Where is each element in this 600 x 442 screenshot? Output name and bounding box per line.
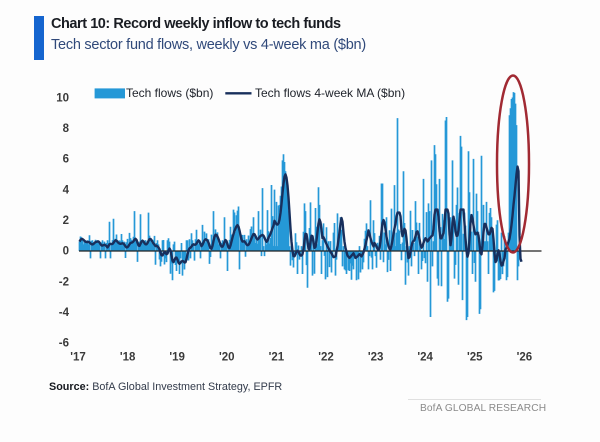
svg-text:'21: '21: [269, 352, 285, 364]
svg-text:6: 6: [63, 154, 69, 166]
svg-text:'26: '26: [517, 352, 533, 364]
svg-text:-2: -2: [59, 276, 69, 288]
svg-text:'19: '19: [169, 352, 185, 364]
svg-text:0: 0: [63, 246, 69, 258]
svg-text:10: 10: [56, 93, 69, 105]
svg-text:Tech flows 4-week MA ($bn): Tech flows 4-week MA ($bn): [255, 86, 405, 100]
svg-text:'20: '20: [219, 352, 235, 364]
svg-text:'24: '24: [417, 352, 433, 364]
svg-text:Tech flows ($bn): Tech flows ($bn): [126, 86, 213, 100]
svg-text:'22: '22: [318, 352, 334, 364]
svg-text:-4: -4: [59, 307, 70, 319]
svg-text:'18: '18: [120, 352, 136, 364]
svg-text:'23: '23: [368, 352, 384, 364]
svg-text:4: 4: [63, 184, 70, 196]
svg-text:'17: '17: [70, 352, 86, 364]
svg-text:'25: '25: [467, 352, 483, 364]
svg-text:2: 2: [63, 215, 69, 227]
svg-text:-6: -6: [59, 338, 69, 350]
svg-text:8: 8: [63, 123, 70, 135]
